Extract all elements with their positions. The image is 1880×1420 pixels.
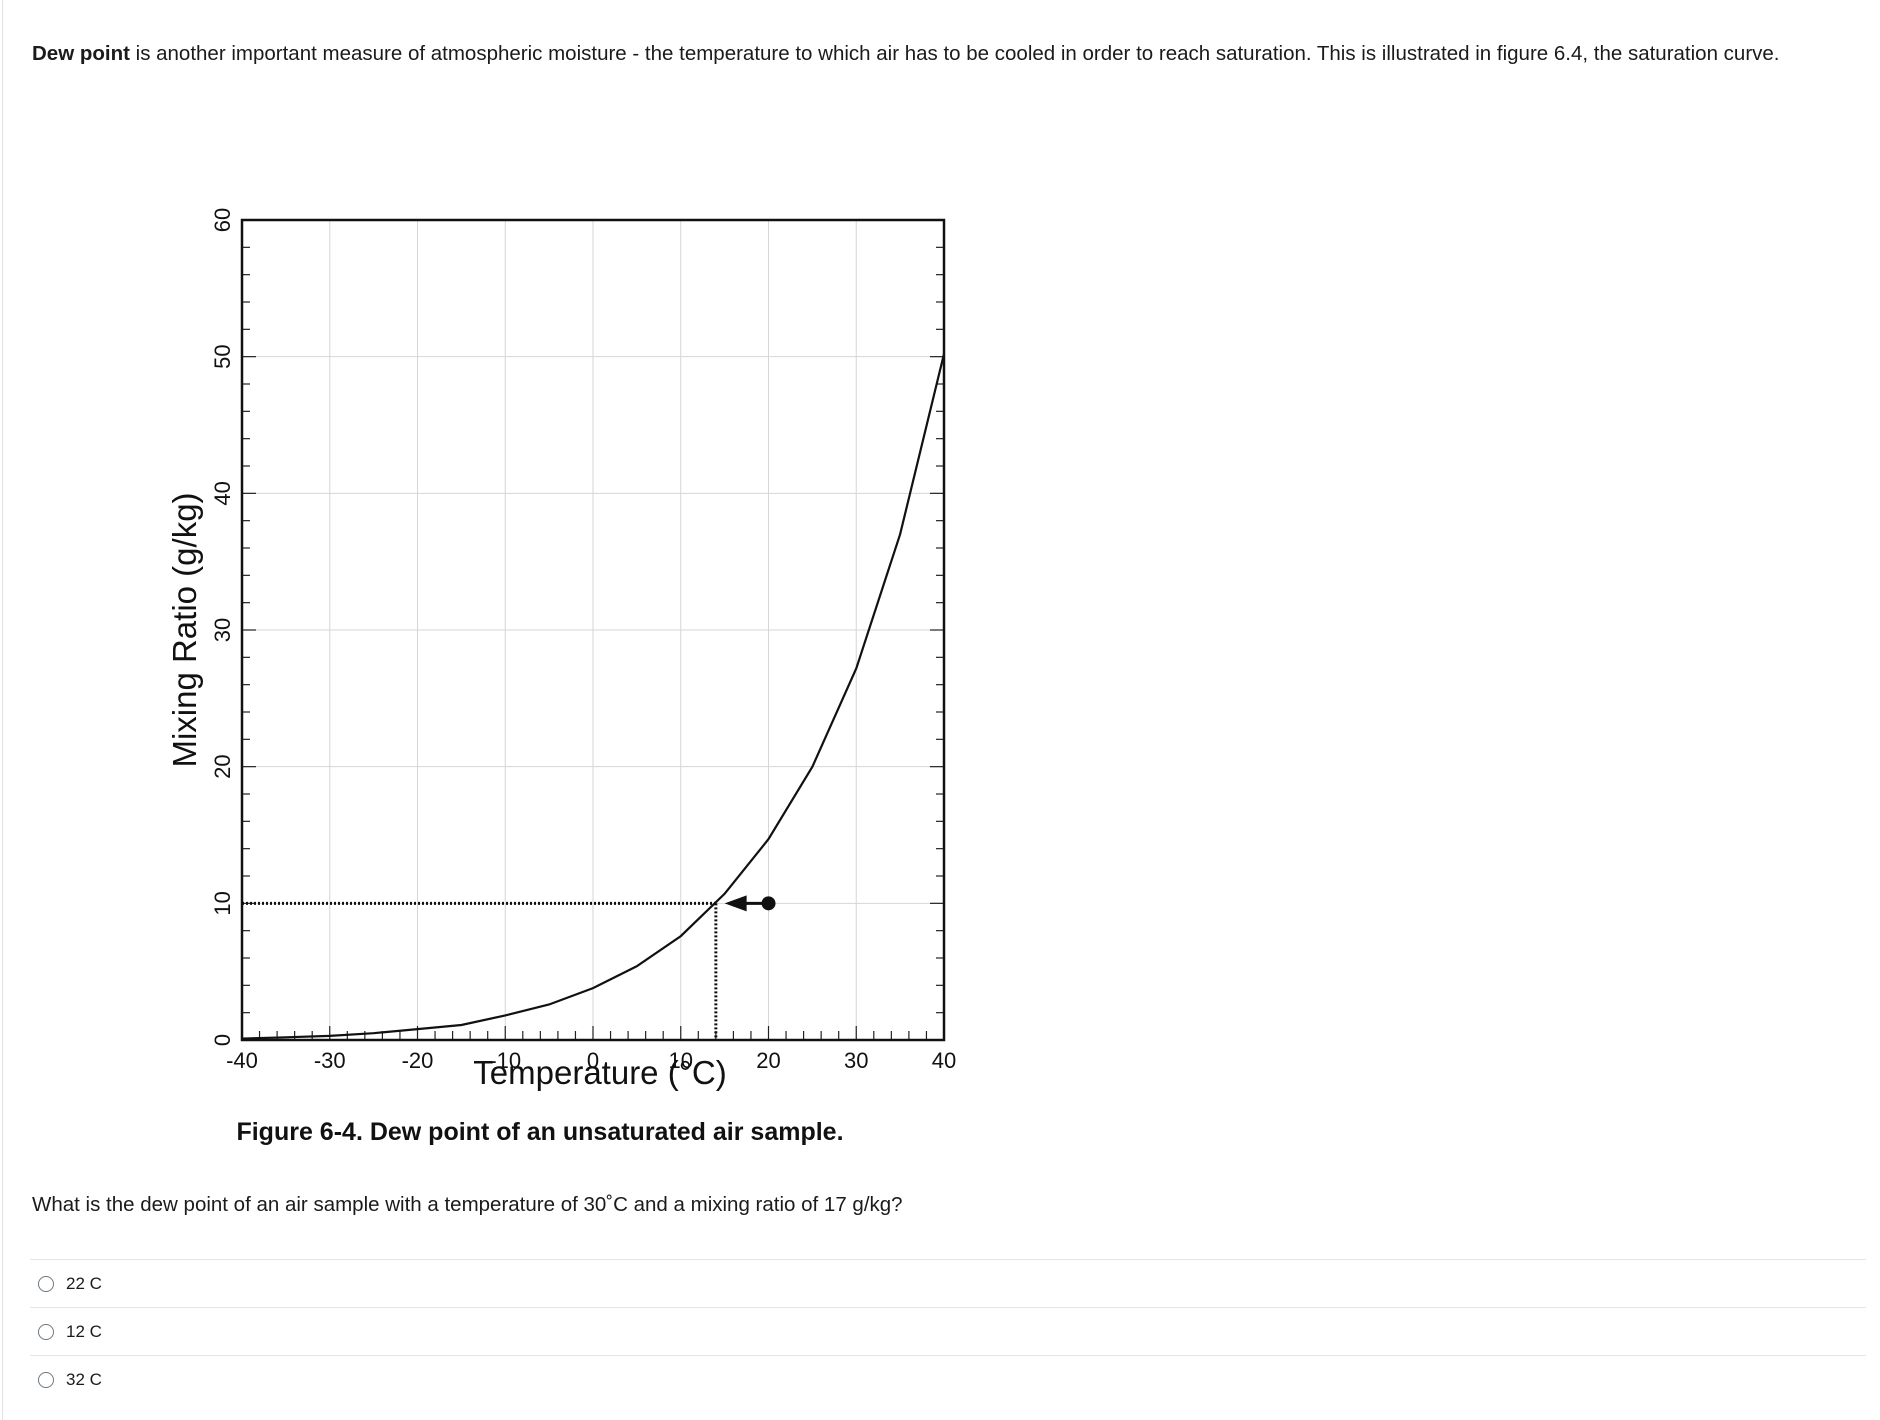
x-tick-label: -20: [402, 1048, 434, 1073]
air-sample-point: [761, 896, 776, 911]
y-tick-label: 20: [210, 754, 235, 778]
answer-option-3[interactable]: 32 C: [30, 1355, 1866, 1403]
chart-grid: [242, 220, 944, 1040]
figure-caption: Figure 6-4. Dew point of an unsaturated …: [236, 1118, 843, 1146]
x-tick-label: 30: [844, 1048, 868, 1073]
radio-button[interactable]: [38, 1323, 54, 1340]
y-tick-label: 40: [210, 481, 235, 505]
y-tick-label: 30: [210, 618, 235, 642]
cooling-arrow-head: [724, 895, 747, 912]
x-axis-tick-labels: -40 -30 -20 -10 0 10 20 30 40: [226, 1048, 956, 1073]
answer-list: 22 C 12 C 32 C: [30, 1259, 1866, 1403]
answer-label: 12 C: [66, 1321, 102, 1341]
plot-frame: [240, 218, 946, 1042]
y-tick-label: 60: [210, 208, 235, 232]
radio-button[interactable]: [38, 1371, 54, 1388]
answer-option-2[interactable]: 12 C: [30, 1307, 1866, 1355]
x-tick-label: 0: [587, 1048, 599, 1073]
y-axis-title: Mixing Ratio (g/kg): [166, 492, 203, 767]
saturation-curve-figure: -40 -30 -20 -10 0 10 20 30 40 0 10 20 30 40 50 60 Temp…: [120, 180, 980, 1160]
saturation-chart: -40 -30 -20 -10 0 10 20 30 40 0 10 20 30 40 50 60 Temp…: [166, 208, 956, 1146]
x-tick-label: 10: [669, 1048, 693, 1073]
intro-text: is another important measure of atmosphe…: [129, 42, 1780, 65]
y-tick-label: 10: [210, 891, 235, 915]
answer-label: 22 C: [66, 1273, 102, 1293]
intro-paragraph: Dew point is another important measure o…: [32, 40, 1872, 68]
y-tick-label: 50: [210, 344, 235, 368]
x-axis-title: Temperature (°C): [473, 1054, 726, 1091]
saturation-curve: [241, 353, 946, 1040]
radio-button[interactable]: [38, 1275, 54, 1292]
content-frame-border: [2, 0, 3, 1420]
x-tick-label: 20: [756, 1048, 780, 1073]
x-tick-label: -40: [226, 1048, 258, 1073]
y-tick-label: 0: [210, 1034, 235, 1046]
x-tick-label: -10: [489, 1048, 521, 1073]
answer-label: 32 C: [66, 1369, 102, 1389]
y-axis-tick-labels: 0 10 20 30 40 50 60: [210, 208, 235, 1046]
question-text: What is the dew point of an air sample w…: [32, 1193, 903, 1216]
x-tick-label: 40: [932, 1048, 956, 1073]
answer-option-1[interactable]: 22 C: [30, 1259, 1866, 1307]
x-tick-label: -30: [314, 1048, 346, 1073]
dew-point-term: Dew point: [32, 42, 130, 65]
